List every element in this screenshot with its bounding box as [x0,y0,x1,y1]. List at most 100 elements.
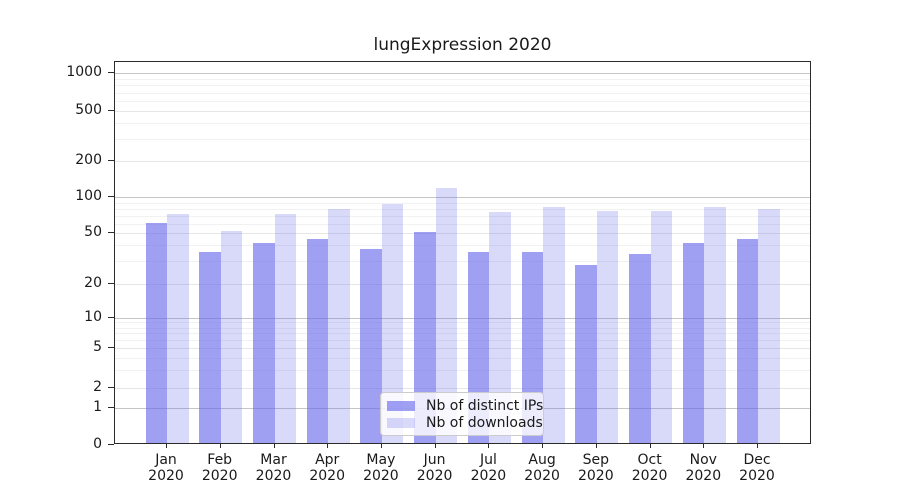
legend-label-distinct-ips: Nb of distinct IPs [426,397,544,414]
bar-distinct-ips-jan-2020 [145,223,167,443]
y-tick-label-1000: 1000 [66,64,102,80]
gridline [115,197,810,198]
gridline [115,208,810,210]
bar-downloads-may-2020 [381,204,404,443]
gridline [115,73,810,74]
y-tick-mark [108,232,114,233]
gridline [115,138,810,140]
x-tick-label-feb-2020: Feb 2020 [201,452,238,484]
gridline [115,161,810,162]
gridline [115,327,810,329]
x-tick-mark [649,444,651,448]
x-tick-label-nov-2020: Nov 2020 [685,452,722,484]
bar-downloads-oct-2020 [650,211,673,443]
bar-downloads-jul-2020 [489,212,511,443]
bar-distinct-ips-feb-2020 [199,252,221,443]
legend: Nb of distinct IPs Nb of downloads [380,392,544,436]
gridline [115,317,810,319]
bar-distinct-ips-nov-2020 [682,243,705,443]
x-tick-label-apr-2020: Apr 2020 [309,452,345,484]
y-tick-mark [108,110,114,111]
gridline [115,387,810,389]
x-tick-mark [595,444,597,448]
gridline [115,111,810,112]
bar-downloads-feb-2020 [220,231,243,443]
gridline [115,283,810,285]
legend-swatch-downloads-icon [387,417,415,428]
bar-distinct-ips-sep-2020 [575,265,597,443]
bar-distinct-ips-apr-2020 [306,239,329,443]
y-tick-mark [108,282,114,284]
y-tick-mark [108,386,114,388]
gridline [115,261,810,263]
gridline [115,340,810,342]
y-tick-label-100: 100 [75,188,102,204]
chart-title: lungExpression 2020 [373,35,552,55]
bar-downloads-sep-2020 [596,210,619,443]
y-tick-mark [108,160,114,161]
x-tick-mark [703,444,705,448]
bar-distinct-ips-may-2020 [360,249,382,443]
gridline [115,92,810,94]
bar-downloads-mar-2020 [274,213,296,443]
x-tick-label-dec-2020: Dec 2020 [739,452,775,484]
y-tick-label-10: 10 [84,308,102,325]
y-tick-mark [108,316,114,318]
bar-distinct-ips-mar-2020 [253,243,275,443]
gridline [115,233,810,234]
bar-downloads-aug-2020 [543,206,565,443]
x-tick-mark [166,444,167,448]
y-tick-label-20: 20 [84,274,102,291]
y-tick-label-2: 2 [93,378,102,395]
gridline [115,322,810,324]
x-tick-label-oct-2020: Oct 2020 [631,452,668,484]
y-tick-label-5: 5 [93,339,102,356]
x-tick-mark [542,444,544,448]
x-tick-mark [219,444,221,448]
gridline [115,357,810,359]
x-tick-label-may-2020: May 2020 [363,452,399,484]
bar-distinct-ips-dec-2020 [736,239,758,443]
gridline [115,370,810,372]
x-tick-mark [488,444,490,448]
bar-distinct-ips-oct-2020 [629,254,651,443]
y-tick-mark [108,347,114,349]
legend-label-downloads: Nb of downloads [426,414,543,431]
gridline [115,202,810,204]
gridline [115,245,810,247]
x-tick-label-jul-2020: Jul 2020 [470,452,507,484]
gridline [115,123,810,125]
x-tick-mark [380,444,382,448]
bar-downloads-dec-2020 [758,208,780,443]
legend-entry-distinct-ips: Nb of distinct IPs [387,397,543,414]
gridline [115,101,810,102]
gridline [115,223,810,225]
x-tick-mark [327,444,329,448]
bar-downloads-jun-2020 [435,188,458,443]
y-tick-mark [108,196,114,197]
bar-distinct-ips-jun-2020 [414,232,436,443]
legend-entry-downloads: Nb of downloads [387,414,543,431]
y-tick-label-1: 1 [93,398,102,415]
x-tick-label-sep-2020: Sep 2020 [577,452,614,484]
x-tick-label-mar-2020: Mar 2020 [255,452,292,484]
gridline [115,78,810,80]
gridline [115,348,810,350]
y-tick-mark [108,72,114,73]
x-tick-label-jun-2020: Jun 2020 [416,452,453,484]
x-tick-mark [273,444,275,448]
gridline [115,85,810,87]
x-tick-label-aug-2020: Aug 2020 [524,452,560,484]
gridline [115,333,810,335]
bar-downloads-nov-2020 [704,206,726,443]
plot-area [114,61,811,444]
y-tick-label-50: 50 [84,224,102,240]
bar-downloads-apr-2020 [328,209,350,443]
y-tick-label-0: 0 [93,436,102,452]
x-tick-label-jan-2020: Jan 2020 [148,452,184,484]
x-tick-mark [757,444,758,448]
y-tick-label-500: 500 [75,102,102,118]
x-tick-mark [434,444,436,448]
y-tick-mark [108,444,114,445]
